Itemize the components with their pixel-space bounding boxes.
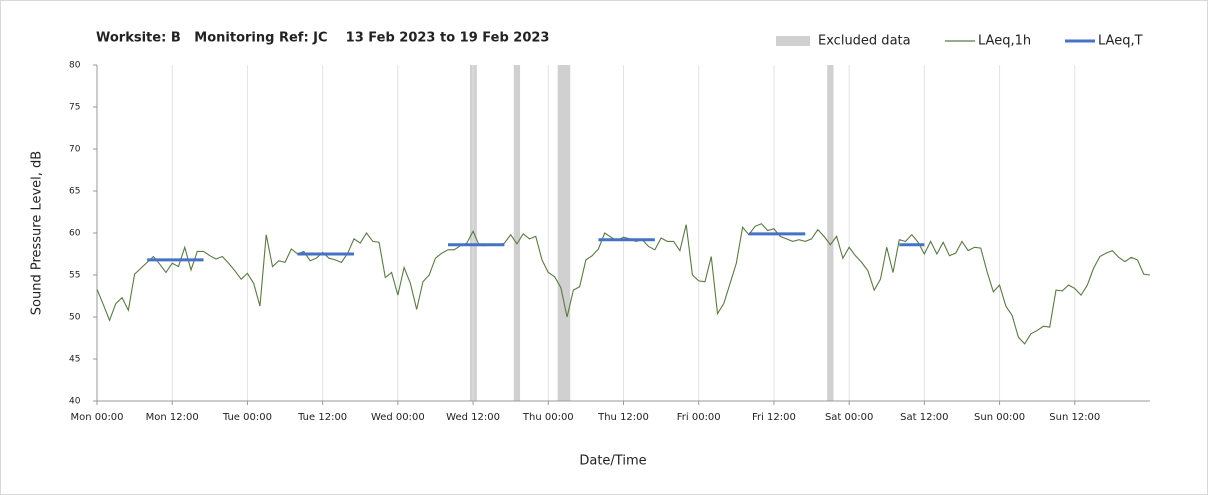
x-tick-label: Wed 12:00 (446, 412, 500, 423)
x-tick-label: Mon 00:00 (70, 412, 123, 423)
y-tick-label: 55 (69, 271, 80, 281)
x-tick-label: Sat 12:00 (900, 412, 948, 423)
y-tick-label: 50 (69, 313, 81, 323)
y-tick-label: 65 (69, 187, 80, 197)
y-tick-label: 45 (69, 355, 80, 365)
x-axis-label: Date/Time (579, 454, 646, 469)
legend-label: LAeq,T (1098, 34, 1143, 49)
y-tick-label: 60 (69, 229, 81, 239)
y-tick-label: 75 (69, 103, 80, 113)
excluded-band (827, 65, 834, 401)
chart-title: Worksite: B Monitoring Ref: JC 13 Feb 20… (96, 31, 549, 46)
x-tick-label: Mon 12:00 (146, 412, 199, 423)
y-axis-label: Sound Pressure Level, dB (30, 151, 45, 315)
line-series (96, 223, 1151, 345)
y-tick-label: 80 (69, 61, 81, 71)
x-tick-label: Tue 12:00 (297, 412, 347, 423)
x-tick-label: Sat 00:00 (825, 412, 873, 423)
x-tick-label: Fri 12:00 (752, 412, 796, 423)
x-tick-label: Wed 00:00 (371, 412, 425, 423)
y-tick-label: 70 (69, 145, 81, 155)
x-tick-label: Tue 00:00 (222, 412, 272, 423)
legend-swatch (776, 36, 810, 46)
excluded-band (557, 65, 571, 401)
x-tick-label: Sun 00:00 (974, 412, 1025, 423)
x-tick-label: Thu 00:00 (522, 412, 574, 423)
legend-label: Excluded data (818, 34, 911, 49)
x-tick-label: Thu 12:00 (597, 412, 649, 423)
excluded-band (513, 65, 521, 401)
x-tick-label: Sun 12:00 (1049, 412, 1100, 423)
legend-label: LAeq,1h (978, 34, 1031, 49)
x-tick-label: Fri 00:00 (677, 412, 721, 423)
y-tick-label: 40 (69, 397, 81, 407)
